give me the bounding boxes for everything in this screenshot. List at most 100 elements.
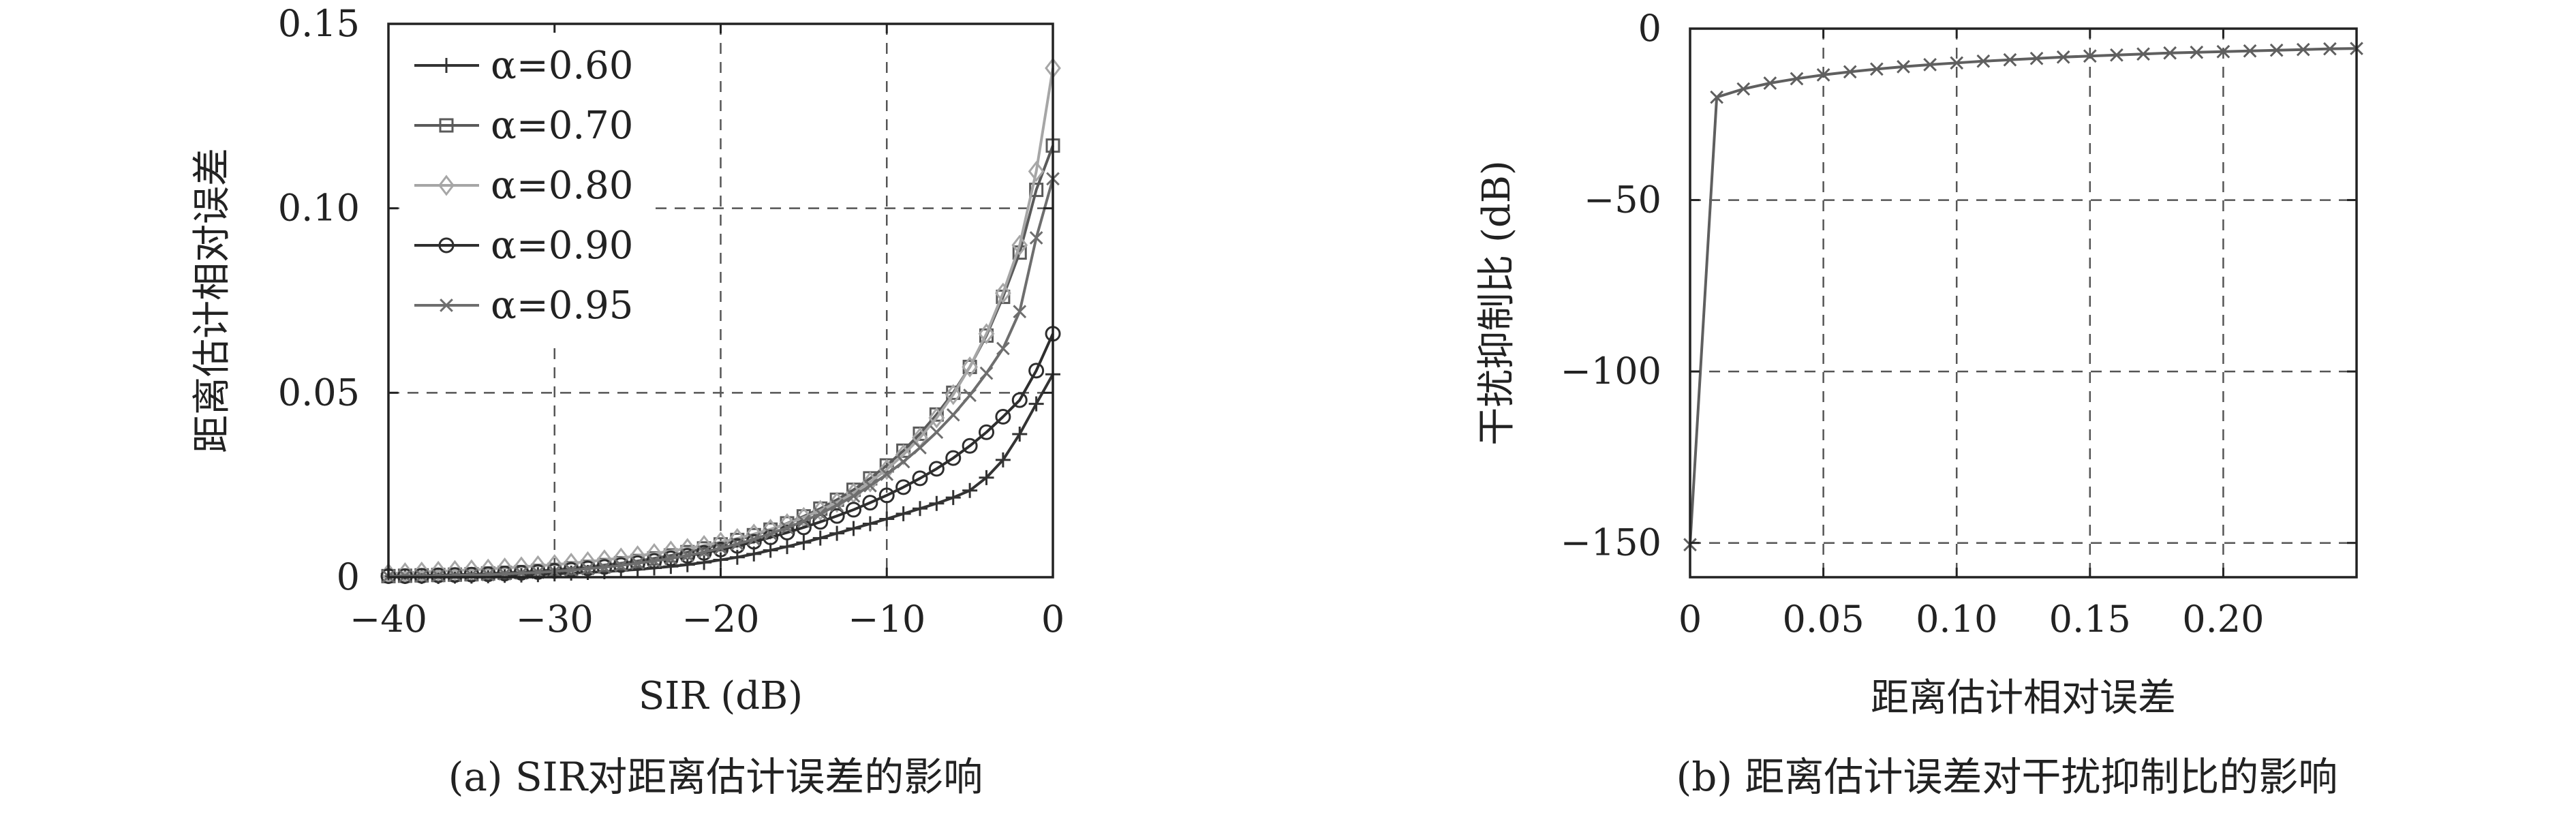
data-point-marker: [928, 407, 945, 429]
y-tick-label: 0.05: [278, 371, 360, 414]
data-point-marker: [614, 558, 628, 572]
data-point-marker: [780, 539, 795, 555]
data-point-marker: [978, 323, 995, 345]
data-point-marker: [2216, 44, 2230, 59]
data-point-marker: [861, 471, 878, 493]
data-point-marker: [481, 568, 495, 582]
data-point-marker: [962, 482, 978, 498]
data-point-marker: [2003, 52, 2017, 67]
x-tick-label: −10: [848, 598, 925, 641]
data-point-marker: [979, 470, 994, 485]
x-tick-label: 0.10: [1916, 598, 1997, 641]
data-point-marker: [812, 500, 829, 521]
series-line: [1689, 47, 2357, 545]
x-tick-label: 0: [1041, 598, 1064, 641]
data-point-marker: [2136, 47, 2150, 61]
data-point-marker: [696, 555, 712, 570]
data-point-marker: [2269, 43, 2284, 57]
data-point-marker: [679, 557, 695, 572]
data-point-marker: [928, 461, 945, 477]
panel-b-caption: (b) 距离估计误差对干扰抑制比的影响: [1676, 754, 2338, 800]
data-point-marker: [2056, 50, 2070, 64]
data-point-marker: [913, 441, 927, 455]
data-point-marker: [1869, 62, 1884, 76]
data-point-marker: [680, 549, 694, 562]
data-point-marker: [1011, 234, 1028, 256]
data-point-marker: [846, 502, 861, 518]
data-point-marker: [1028, 363, 1045, 379]
data-point-marker: [896, 455, 910, 469]
panel-b-ticks: 0 0.05 0.10 0.15 0.20 0 −50 −100 −150: [1561, 7, 2357, 641]
data-point-marker: [598, 560, 611, 574]
panel-b-y-axis-label: 干扰抑制比 (dB): [1475, 160, 1519, 446]
legend-entry-0: α=0.60: [414, 44, 633, 88]
data-point-marker: [1763, 76, 1777, 90]
y-tick-label: 0: [337, 555, 360, 598]
x-tick-label: −20: [682, 598, 760, 641]
data-point-marker: [796, 535, 812, 551]
data-point-marker: [613, 547, 630, 569]
y-tick-label: 0.10: [278, 187, 360, 230]
data-point-marker: [662, 540, 679, 562]
legend-entry-3: α=0.90: [414, 224, 633, 268]
chart-panel-a: −40 −30 −20 −10 0 0 0.05 0.10 0.15 SIR (dB) 距离估计…: [190, 2, 1064, 800]
data-point-marker: [712, 532, 729, 553]
data-point-marker: [696, 534, 713, 556]
data-point-marker: [579, 551, 596, 572]
data-point-marker: [1029, 183, 1044, 198]
data-point-marker: [962, 356, 979, 378]
data-point-marker: [846, 521, 861, 536]
y-tick-label: −150: [1561, 521, 1661, 564]
y-tick-label: −100: [1561, 350, 1661, 393]
data-point-marker: [813, 507, 827, 521]
data-point-marker: [880, 467, 894, 481]
data-point-marker: [1816, 68, 1830, 82]
data-point-marker: [878, 487, 895, 504]
chart-panel-b: 0 0.05 0.10 0.15 0.20 0 −50 −100 −150 距离估计相对误差 干…: [1475, 7, 2363, 800]
data-point-marker: [430, 560, 447, 582]
data-point-marker: [1028, 161, 1045, 182]
legend-swatch-marker: [438, 174, 455, 196]
data-point-marker: [581, 562, 595, 576]
x-tick-label: 0.05: [1782, 598, 1864, 641]
data-point-marker: [1029, 231, 1043, 245]
data-point-marker: [2163, 46, 2177, 60]
data-point-marker: [995, 409, 1011, 425]
legend-entry-4: α=0.95: [414, 283, 633, 328]
data-point-marker: [1028, 396, 1044, 412]
data-point-marker: [929, 495, 945, 511]
data-point-marker: [945, 384, 962, 405]
data-point-marker: [994, 282, 1011, 304]
data-point-marker: [596, 549, 613, 571]
legend-label: α=0.70: [491, 104, 633, 148]
data-point-marker: [446, 559, 463, 581]
y-tick-label: 0.15: [278, 2, 360, 45]
data-point-marker: [797, 514, 811, 528]
data-point-marker: [413, 561, 430, 583]
data-point-marker: [812, 530, 828, 546]
x-tick-label: −40: [350, 598, 427, 641]
data-point-marker: [431, 568, 445, 583]
data-point-marker: [646, 542, 662, 564]
data-point-marker: [513, 556, 530, 578]
data-point-marker: [995, 452, 1011, 467]
data-point-marker: [1976, 54, 1991, 68]
legend-swatch-marker: [439, 58, 454, 73]
data-point-marker: [2029, 51, 2044, 65]
data-point-marker: [731, 537, 744, 551]
data-point-marker: [1011, 392, 1028, 408]
data-point-marker: [729, 527, 746, 549]
panel-b-x-axis-label: 距离估计相对误差: [1871, 676, 2176, 720]
legend-swatch-marker: [439, 118, 454, 133]
data-point-marker: [679, 538, 696, 559]
data-point-marker: [1790, 72, 1804, 86]
legend-label: α=0.80: [491, 164, 633, 208]
data-point-marker: [846, 489, 861, 503]
data-point-marker: [945, 450, 962, 466]
panel-b-plot-frame: [1689, 27, 2358, 579]
legend-label: α=0.60: [491, 44, 633, 88]
data-point-marker: [2190, 45, 2204, 59]
data-point-marker: [1923, 57, 1937, 72]
data-point-marker: [2243, 44, 2257, 58]
